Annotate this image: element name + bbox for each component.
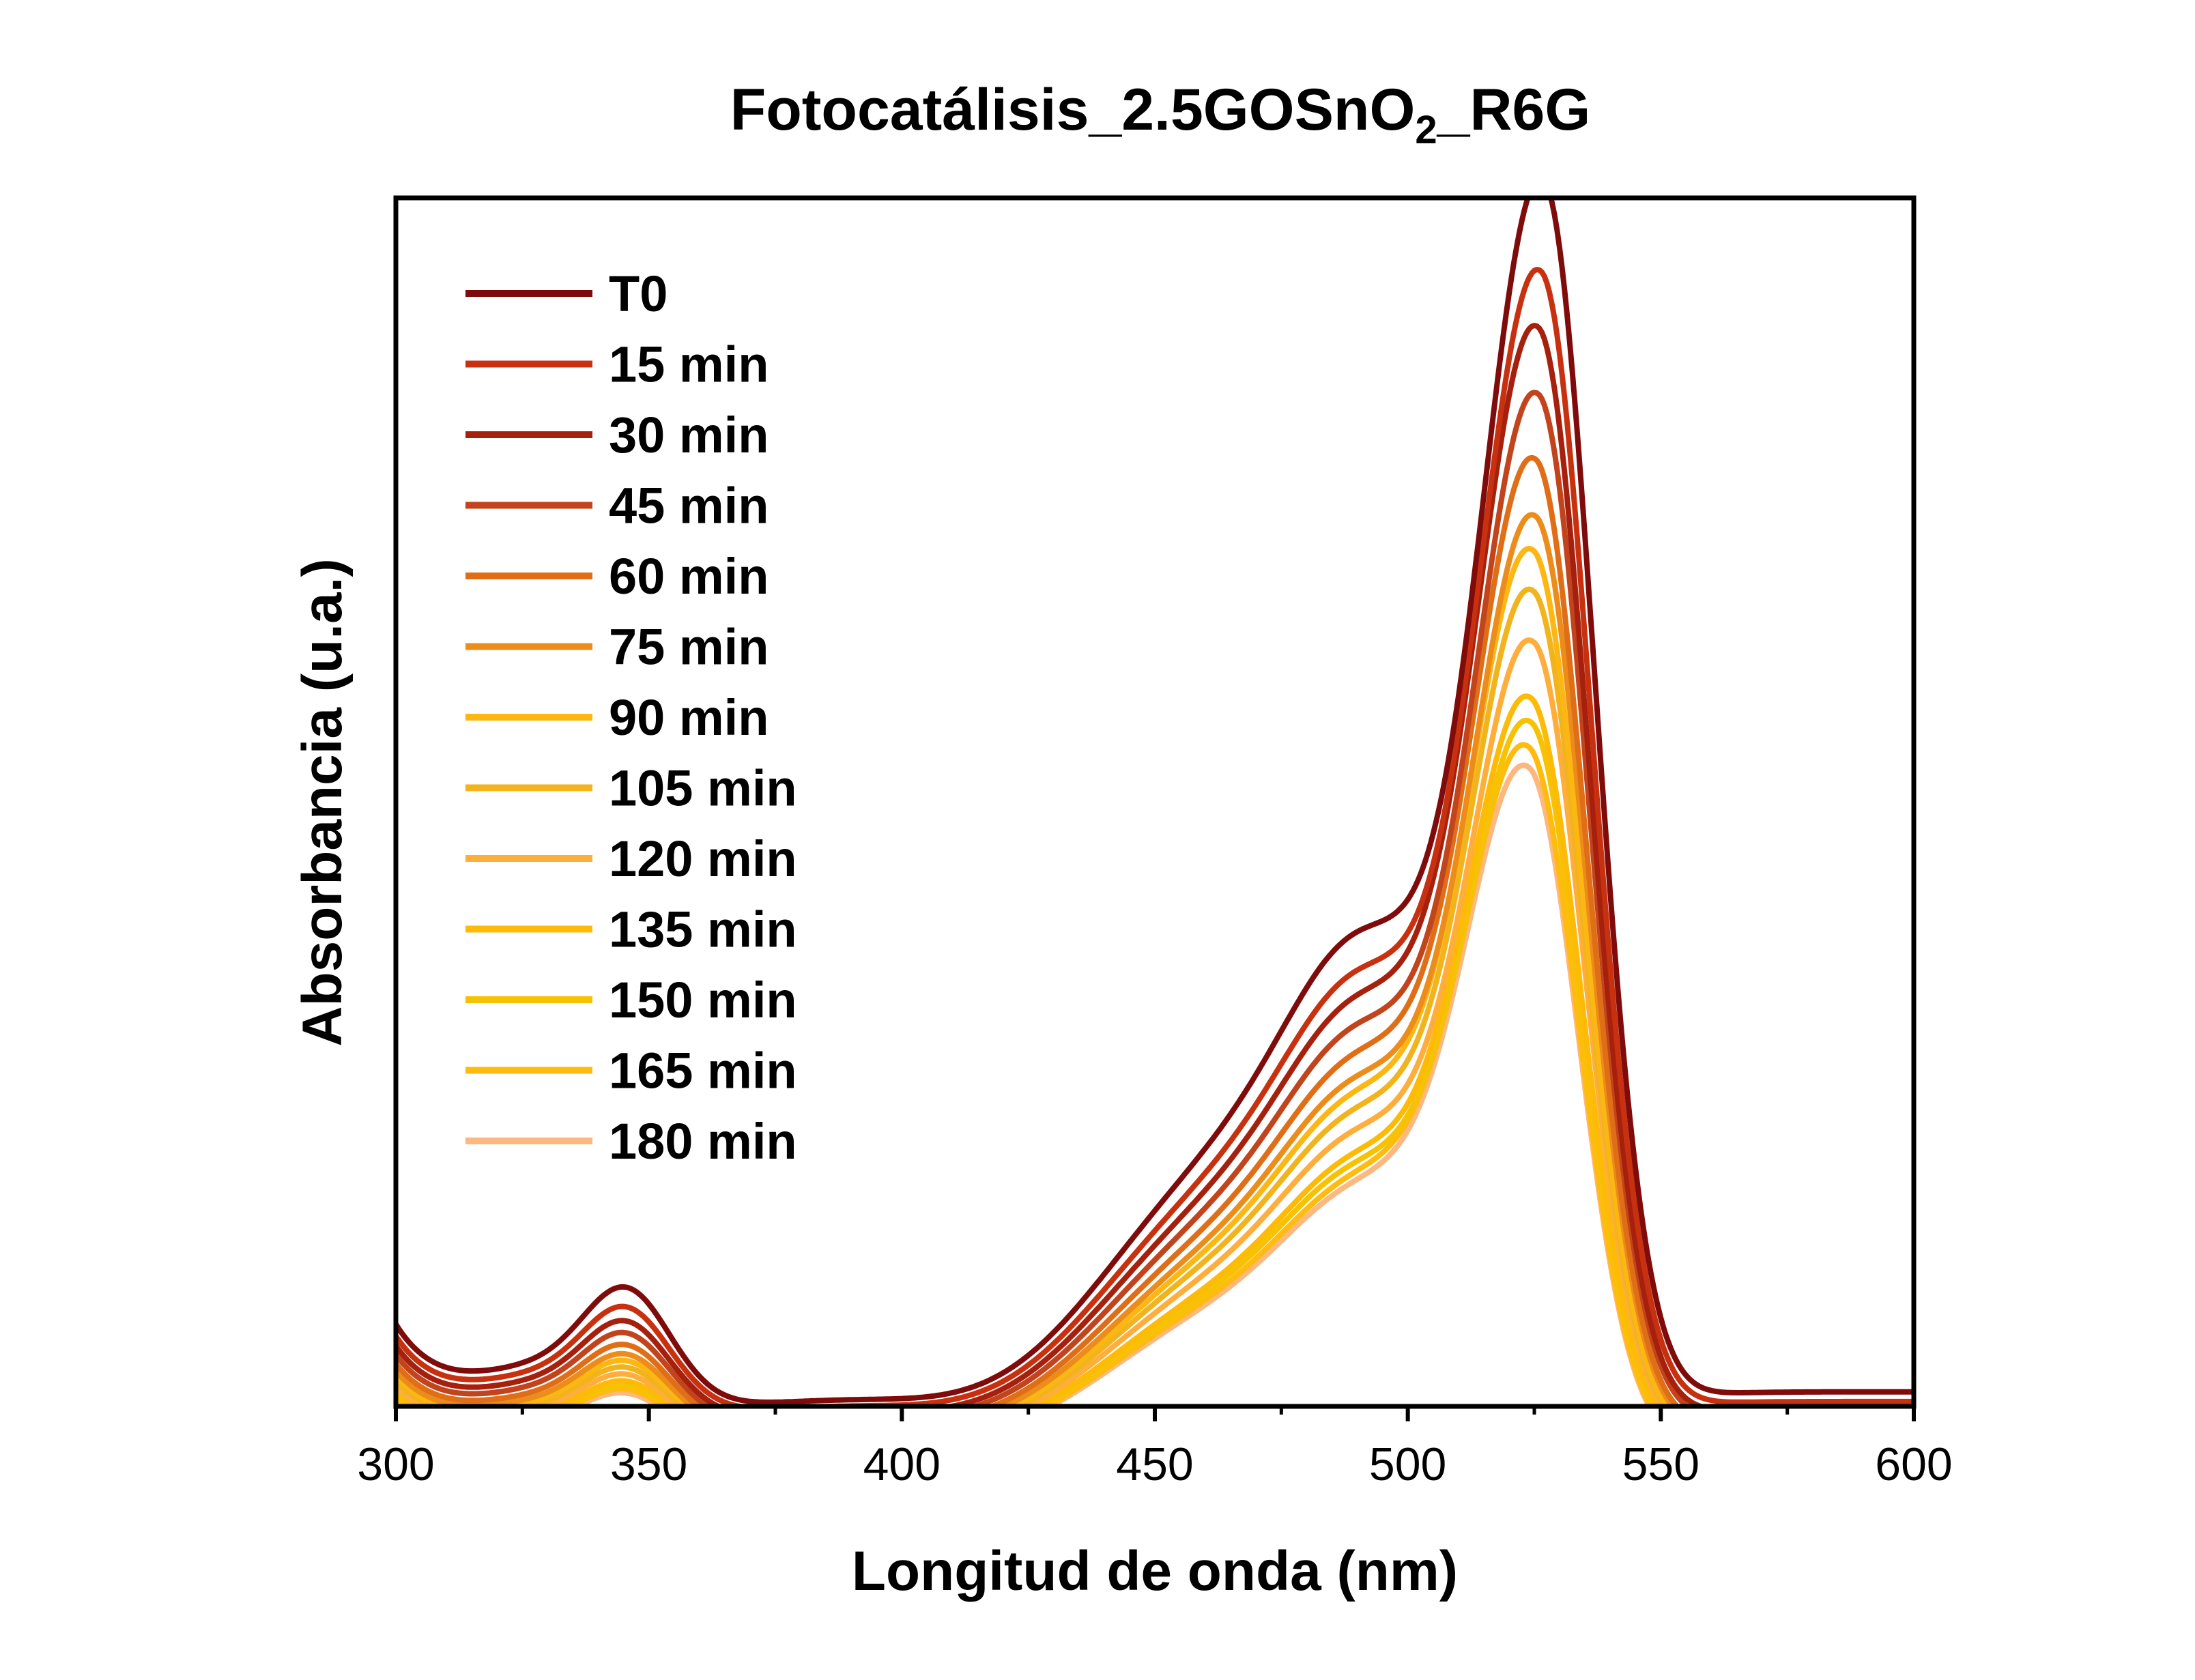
x-tick-label: 300 [357,1438,434,1490]
x-tick-label: 500 [1369,1438,1446,1490]
series-line-90-min [396,545,1671,1406]
series-line-60-min [396,454,1681,1406]
x-tick-label: 400 [863,1438,941,1490]
series-line-30-min [396,323,1713,1406]
series-line-75-min [396,512,1676,1406]
series-line-150-min [396,717,1658,1406]
legend: T0 15 min 30 min 45 min 60 min 75 min 90 min 10… [465,265,797,1170]
legend-label: 120 min [609,830,797,887]
x-tick-label: 600 [1875,1438,1952,1490]
legend-label: 180 min [609,1113,797,1170]
legend-label: 135 min [609,901,797,958]
legend-label: 45 min [609,478,769,534]
legend-label: 90 min [609,689,769,746]
series-line-135-min [396,693,1659,1406]
x-axis-ticks: 300 350 400 450 500 550 600 [357,1406,1953,1490]
legend-label: 75 min [609,619,769,676]
legend-label: 60 min [609,548,769,605]
legend-label: 30 min [609,407,769,463]
x-tick-label: 450 [1116,1438,1193,1490]
x-tick-label: 350 [610,1438,687,1490]
series-line-165-min [396,742,1654,1406]
x-axis-label: Longitud de onda (nm) [852,1540,1458,1602]
series-line-180-min [396,762,1652,1406]
legend-label: 15 min [609,336,769,393]
series-line-t0 [396,198,1914,1405]
chart-title-suffix: _R6G [1437,77,1591,143]
chart-title-main: Fotocatálisis_2.5GOSnO [730,77,1416,143]
y-axis-label: Absorbancia (u.a.) [291,558,354,1046]
series-group [396,198,1914,1406]
chart-title: Fotocatálisis_2.5GOSnO2_R6G [730,77,1591,152]
chart-title-subscript: 2 [1415,108,1437,152]
series-line-45-min [396,390,1693,1406]
legend-label: T0 [609,265,668,322]
legend-label: 165 min [609,1043,797,1099]
x-tick-label: 550 [1622,1438,1699,1490]
legend-label: 150 min [609,972,797,1028]
legend-label: 105 min [609,760,797,817]
series-line-15-min [396,267,1914,1406]
